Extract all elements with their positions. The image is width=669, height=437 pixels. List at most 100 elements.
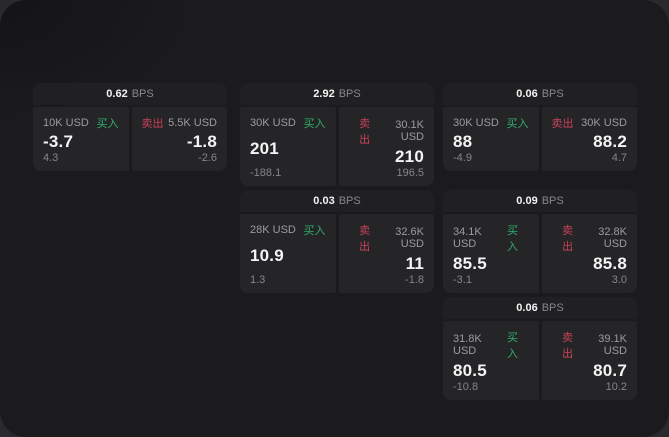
sell-size: 32.8K USD xyxy=(598,226,627,250)
buy-quote-panel[interactable]: 30K USD 买入 201 -188.1 xyxy=(240,107,336,186)
buy-delta: -3.1 xyxy=(453,274,472,286)
bps-label: BPS xyxy=(131,88,154,100)
bps-label: BPS xyxy=(541,302,564,314)
spread-header: 0.03 BPS xyxy=(240,190,434,212)
sell-panel-top: 卖出 30K USD xyxy=(552,115,628,131)
buy-quote-panel[interactable]: 28K USD 买入 10.9 1.3 xyxy=(240,214,336,293)
buy-quote-panel[interactable]: 30K USD 买入 88 -4.9 xyxy=(443,107,539,171)
buy-quote-panel[interactable]: 10K USD 买入 -3.7 4.3 xyxy=(33,107,129,171)
sell-quote-panel[interactable]: 卖出 39.1K USD 80.7 10.2 xyxy=(541,321,637,400)
quote-panels: 34.1K USD 买入 85.5 -3.1 卖出 32.8K USD 85.8… xyxy=(443,214,637,293)
buy-size: 28K USD xyxy=(250,224,296,236)
sell-tag: 卖出 xyxy=(359,118,371,146)
buy-price: 201 xyxy=(250,139,279,158)
spread-header: 0.06 BPS xyxy=(443,83,637,105)
buy-tag: 买入 xyxy=(303,118,326,130)
sell-panel-top: 卖出 32.6K USD xyxy=(349,222,424,254)
buy-delta: -10.8 xyxy=(453,381,479,393)
bps-label: BPS xyxy=(541,88,564,100)
sell-quote-panel[interactable]: 卖出 30.1K USD 210 196.5 xyxy=(338,107,434,186)
sell-panel-top: 卖出 30.1K USD xyxy=(349,115,424,147)
buy-panel-top: 31.8K USD 买入 xyxy=(453,329,529,361)
sell-delta: 196.5 xyxy=(396,167,424,179)
buy-quote-panel[interactable]: 31.8K USD 买入 80.5 -10.8 xyxy=(443,321,539,400)
buy-size: 30K USD xyxy=(453,117,499,129)
sell-delta: -1.8 xyxy=(405,274,424,286)
spread-value: 0.09 xyxy=(516,195,538,207)
sell-price: 88.2 xyxy=(593,131,627,151)
buy-price: 80.5 xyxy=(453,361,487,380)
buy-tag: 买入 xyxy=(506,118,529,130)
sell-tag: 卖出 xyxy=(562,225,574,253)
sell-size: 30.1K USD xyxy=(395,119,424,143)
buy-panel-top: 28K USD 买入 xyxy=(250,222,326,238)
spread-header: 0.62 BPS xyxy=(33,83,227,105)
quote-card: 0.03 BPS 28K USD 买入 10.9 1.3 卖出 32.6K US… xyxy=(240,190,434,293)
buy-delta: 4.3 xyxy=(43,152,59,164)
buy-tag: 买入 xyxy=(506,225,518,253)
buy-price: -3.7 xyxy=(43,131,74,151)
bps-label: BPS xyxy=(338,195,361,207)
buy-panel-top: 30K USD 买入 xyxy=(453,115,529,131)
buy-delta: 1.3 xyxy=(250,274,266,286)
sell-quote-panel[interactable]: 卖出 5.5K USD -1.8 -2.6 xyxy=(131,107,227,171)
quote-card: 0.06 BPS 31.8K USD 买入 80.5 -10.8 卖出 39.1… xyxy=(443,297,637,400)
sell-tag: 卖出 xyxy=(141,118,164,130)
quote-panels: 31.8K USD 买入 80.5 -10.8 卖出 39.1K USD 80.… xyxy=(443,321,637,400)
sell-price: 85.8 xyxy=(593,254,627,273)
sell-panel-top: 卖出 32.8K USD xyxy=(552,222,627,254)
quote-panels: 30K USD 买入 201 -188.1 卖出 30.1K USD 210 1… xyxy=(240,107,434,186)
buy-price: 88 xyxy=(453,131,473,151)
sell-tag: 卖出 xyxy=(562,332,574,360)
buy-panel-top: 10K USD 买入 xyxy=(43,115,119,131)
quote-card: 2.92 BPS 30K USD 买入 201 -188.1 卖出 30.1K … xyxy=(240,83,434,186)
sell-size: 39.1K USD xyxy=(598,333,627,357)
buy-quote-panel[interactable]: 34.1K USD 买入 85.5 -3.1 xyxy=(443,214,539,293)
sell-price: 80.7 xyxy=(593,361,627,380)
sell-tag: 卖出 xyxy=(551,118,574,130)
sell-quote-panel[interactable]: 卖出 32.8K USD 85.8 3.0 xyxy=(541,214,637,293)
spread-value: 0.06 xyxy=(516,302,538,314)
sell-quote-panel[interactable]: 卖出 30K USD 88.2 4.7 xyxy=(541,107,637,171)
buy-price: 85.5 xyxy=(453,254,487,273)
sell-panel-top: 卖出 39.1K USD xyxy=(552,329,627,361)
quote-card: 0.62 BPS 10K USD 买入 -3.7 4.3 卖出 5.5K USD… xyxy=(33,83,227,171)
sell-price: 210 xyxy=(395,147,424,166)
buy-size: 31.8K USD xyxy=(453,333,482,357)
sell-delta: 3.0 xyxy=(611,274,627,286)
buy-price: 10.9 xyxy=(250,246,284,265)
sell-quote-panel[interactable]: 卖出 32.6K USD 11 -1.8 xyxy=(338,214,434,293)
quote-panels: 10K USD 买入 -3.7 4.3 卖出 5.5K USD -1.8 -2.… xyxy=(33,107,227,171)
spread-value: 2.92 xyxy=(313,88,335,100)
spread-header: 2.92 BPS xyxy=(240,83,434,105)
buy-delta: -4.9 xyxy=(453,152,472,164)
bps-label: BPS xyxy=(541,195,564,207)
buy-tag: 买入 xyxy=(96,118,119,130)
sell-price: 11 xyxy=(405,254,424,273)
sell-size: 32.6K USD xyxy=(395,226,424,250)
sell-size: 5.5K USD xyxy=(168,117,217,129)
sell-delta: -2.6 xyxy=(198,152,217,164)
buy-tag: 买入 xyxy=(506,332,518,360)
spread-value: 0.62 xyxy=(106,88,128,100)
bps-label: BPS xyxy=(338,88,361,100)
buy-size: 10K USD xyxy=(43,117,89,129)
sell-price: -1.8 xyxy=(186,131,217,151)
sell-delta: 4.7 xyxy=(611,152,627,164)
quote-card: 0.06 BPS 30K USD 买入 88 -4.9 卖出 30K USD 8… xyxy=(443,83,637,171)
buy-delta: -188.1 xyxy=(250,167,282,179)
spread-header: 0.09 BPS xyxy=(443,190,637,212)
spread-value: 0.03 xyxy=(313,195,335,207)
sell-tag: 卖出 xyxy=(359,225,371,253)
quote-panels: 30K USD 买入 88 -4.9 卖出 30K USD 88.2 4.7 xyxy=(443,107,637,171)
buy-panel-top: 30K USD 买入 xyxy=(250,115,326,131)
buy-panel-top: 34.1K USD 买入 xyxy=(453,222,529,254)
spread-value: 0.06 xyxy=(516,88,538,100)
sell-size: 30K USD xyxy=(581,117,627,129)
buy-size: 34.1K USD xyxy=(453,226,482,250)
quote-card: 0.09 BPS 34.1K USD 买入 85.5 -3.1 卖出 32.8K… xyxy=(443,190,637,293)
buy-size: 30K USD xyxy=(250,117,296,129)
quote-panels: 28K USD 买入 10.9 1.3 卖出 32.6K USD 11 -1.8 xyxy=(240,214,434,293)
spread-header: 0.06 BPS xyxy=(443,297,637,319)
sell-delta: 10.2 xyxy=(605,381,627,393)
